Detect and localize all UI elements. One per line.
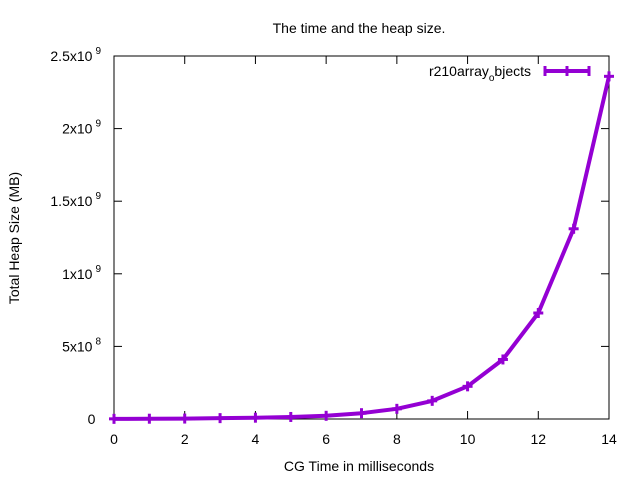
chart-title: The time and the heap size. [273, 20, 446, 36]
x-tick-label: 14 [601, 431, 617, 447]
y-tick-label: 5x10 8 [62, 336, 101, 354]
data-point [109, 413, 119, 424]
x-axis-label: CG Time in milliseconds [284, 458, 434, 474]
data-point [533, 308, 544, 319]
series-line [113, 75, 611, 421]
data-point [179, 413, 190, 424]
x-tick-label: 4 [252, 431, 260, 447]
data-point [250, 412, 261, 423]
plot-area [113, 55, 610, 420]
x-tick-label: 12 [530, 431, 546, 447]
data-point [356, 408, 367, 419]
y-tick-label: 2x10 9 [62, 119, 101, 137]
data-point [497, 354, 508, 365]
legend-label: r210arrayobjects [429, 63, 531, 84]
x-tick-label: 8 [393, 431, 401, 447]
x-tick-label: 6 [322, 431, 330, 447]
x-tick-label: 2 [181, 431, 189, 447]
data-point [604, 71, 614, 82]
data-point [321, 410, 332, 421]
data-point [427, 395, 438, 406]
y-tick-label: 2.5x10 9 [50, 46, 101, 64]
data-point [462, 381, 473, 392]
data-point [144, 413, 155, 424]
x-tick-label: 10 [460, 431, 476, 447]
series-layer [109, 71, 614, 424]
y-tick-label: 0 [88, 411, 101, 427]
data-point [391, 403, 402, 414]
legend: r210arrayobjects [429, 63, 591, 84]
y-tick-label: 1x10 9 [62, 264, 101, 282]
data-point [215, 413, 226, 424]
y-tick-label: 1.5x10 9 [50, 191, 101, 209]
y-axis-label: Total Heap Size (MB) [6, 172, 22, 304]
y-axis: 0 5x10 8 1x10 9 1.5x10 9 2x10 9 2.5x10 9 [50, 46, 609, 427]
data-point [568, 223, 579, 234]
x-axis: 0 2 4 6 8 10 12 14 [110, 56, 617, 447]
x-tick-label: 0 [110, 431, 118, 447]
data-point [285, 411, 296, 422]
